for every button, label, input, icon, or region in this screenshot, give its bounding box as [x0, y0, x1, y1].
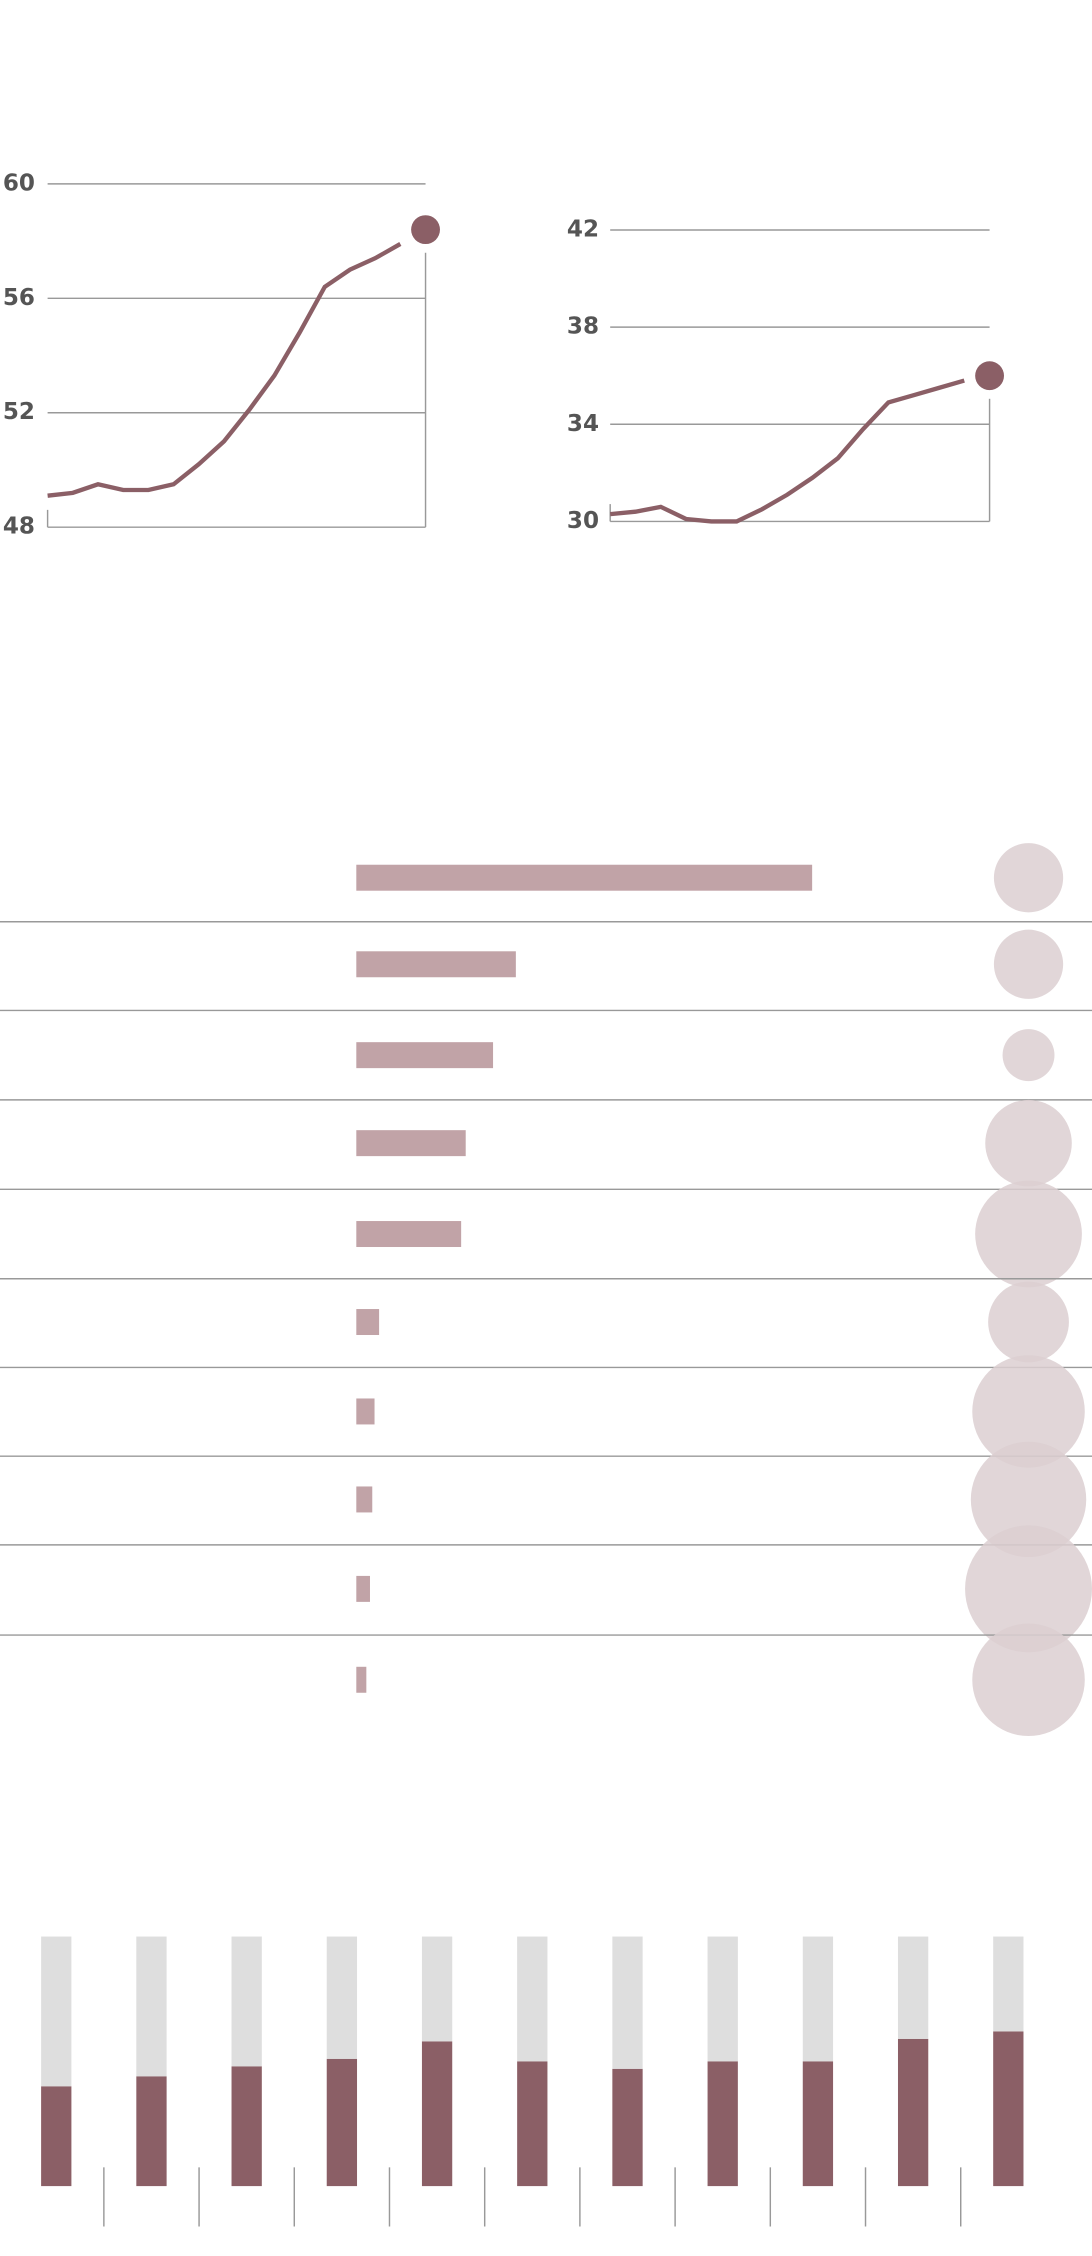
bar-segment	[326, 2058, 358, 2187]
bar	[356, 1309, 380, 1336]
bar-segment	[707, 1936, 738, 2062]
bar-segment	[136, 2076, 167, 2187]
end-dot	[975, 361, 1005, 391]
bar-segment	[993, 1936, 1024, 2032]
bar-segment	[231, 1936, 262, 2067]
bar-segment	[993, 2031, 1024, 2187]
bar	[356, 1666, 367, 1693]
bar-segment	[612, 2068, 643, 2187]
line	[47, 242, 402, 498]
bar-segment	[802, 1936, 834, 2062]
end-dot	[411, 215, 440, 245]
bubble	[988, 1281, 1069, 1363]
bubble	[972, 1623, 1085, 1737]
y-tick-label: 48	[3, 514, 35, 540]
bubble	[975, 1180, 1082, 1288]
y-tick-label: 30	[567, 508, 599, 534]
bar	[356, 1398, 375, 1425]
bar-segment	[897, 1936, 929, 2039]
bar	[356, 864, 813, 891]
bar-segment	[517, 1936, 548, 2062]
y-tick-label: 56	[3, 285, 35, 311]
y-tick-label: 52	[3, 399, 35, 425]
bubble	[970, 1441, 1087, 1558]
bar-segment	[612, 1936, 643, 2069]
bar-segment	[897, 2038, 929, 2187]
bar-segment	[707, 2061, 738, 2187]
bar	[356, 1486, 373, 1513]
bar-segment	[231, 2066, 262, 2187]
bubble	[1002, 1029, 1055, 1082]
bar	[356, 951, 516, 978]
y-tick-label: 38	[567, 314, 599, 340]
bar-segment	[517, 2061, 548, 2187]
bubble	[993, 929, 1064, 999]
bar	[356, 1042, 494, 1069]
bar-segment	[326, 1936, 358, 2059]
bubble	[965, 1525, 1092, 1653]
bar-segment	[421, 2041, 453, 2187]
y-tick-label: 34	[567, 411, 599, 437]
bar	[356, 1575, 370, 1602]
bar	[356, 1221, 462, 1248]
bar-segment	[421, 1936, 453, 2042]
bubble	[985, 1099, 1072, 1187]
y-tick-label: 42	[567, 217, 599, 243]
bubble	[993, 843, 1064, 913]
bar-segment	[136, 1936, 167, 2077]
bar-segment	[41, 1936, 72, 2087]
bubble	[972, 1355, 1085, 1468]
y-tick-label: 60	[3, 170, 35, 196]
bar-segment	[802, 2061, 834, 2187]
line	[609, 378, 965, 524]
bar-segment	[41, 2086, 72, 2187]
bar	[356, 1130, 466, 1157]
